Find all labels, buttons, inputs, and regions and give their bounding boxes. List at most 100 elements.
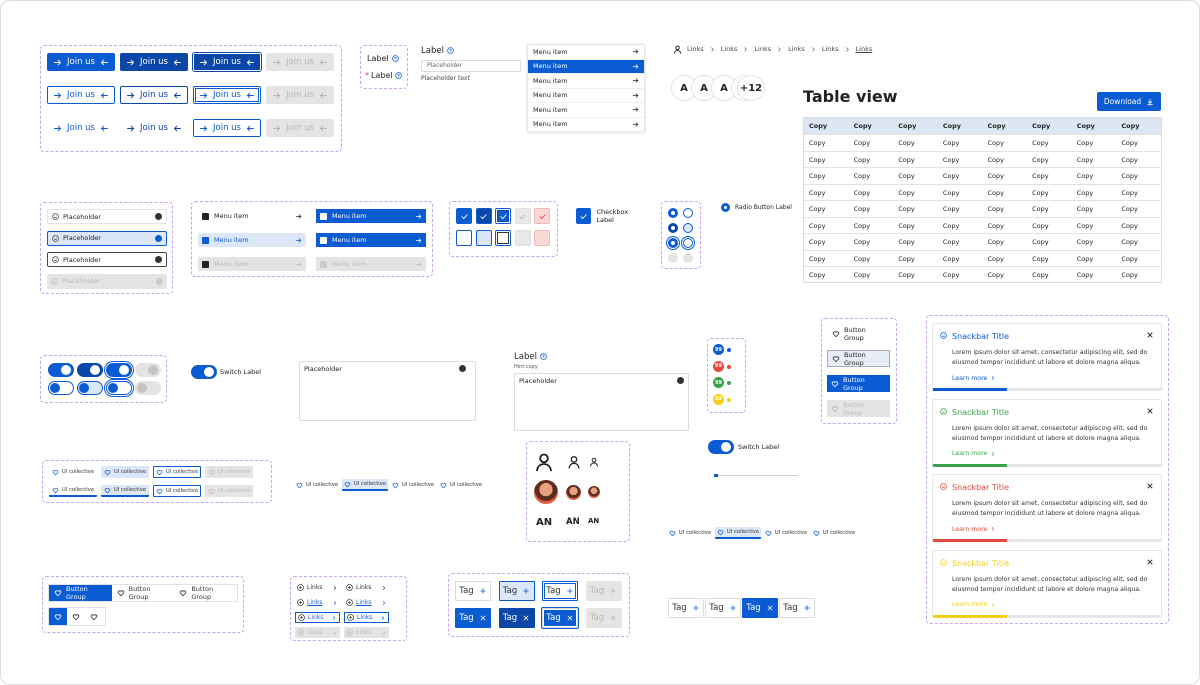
- icon-button[interactable]: [49, 608, 67, 625]
- menu-option[interactable]: Menu item: [528, 103, 644, 118]
- menu-option[interactable]: Menu item: [528, 59, 644, 74]
- slider-fill: [714, 474, 718, 477]
- text-area[interactable]: Placeholder: [299, 361, 476, 421]
- button[interactable]: Join us: [192, 52, 262, 72]
- snackbar-link[interactable]: Learn more: [952, 373, 1012, 383]
- menu-item[interactable]: Menu item: [316, 209, 426, 223]
- tag-label: Tag: [546, 613, 561, 623]
- icon-stroke: [333, 585, 337, 590]
- tab[interactable]: UI collective: [153, 485, 201, 497]
- menu-item: Menu item: [316, 257, 426, 271]
- tab[interactable]: UI collective: [438, 479, 484, 491]
- breadcrumb-link[interactable]: Links: [855, 45, 873, 53]
- button[interactable]: Join us: [47, 86, 115, 104]
- toggle-switch[interactable]: [77, 363, 103, 377]
- tab[interactable]: UI collective: [153, 466, 201, 478]
- snackbar-link[interactable]: Learn more: [952, 524, 1012, 534]
- checkbox-with-label[interactable]: Checkbox Label: [576, 208, 646, 224]
- tag[interactable]: Tag: [705, 598, 741, 618]
- button[interactable]: Join us: [120, 53, 188, 71]
- checkbox[interactable]: [456, 208, 472, 224]
- checkbox[interactable]: [495, 230, 511, 246]
- tab[interactable]: UI collective: [294, 479, 340, 491]
- menu-option[interactable]: Menu item: [528, 45, 644, 60]
- icon-stroke: [52, 234, 59, 242]
- breadcrumb-link[interactable]: Links: [720, 45, 738, 53]
- button[interactable]: Join us: [47, 119, 115, 137]
- tab[interactable]: UI collective: [667, 527, 713, 539]
- radio-with-label[interactable]: Radio Button Label: [721, 202, 801, 212]
- toggle-switch[interactable]: [106, 363, 132, 377]
- snackbar-link[interactable]: Learn more: [952, 449, 1012, 459]
- toggle-switch[interactable]: [191, 365, 217, 379]
- breadcrumb-link[interactable]: Links: [754, 45, 772, 53]
- tag[interactable]: Tag: [668, 598, 704, 618]
- checkbox[interactable]: [475, 230, 492, 246]
- tag[interactable]: Tag: [541, 607, 579, 629]
- tag[interactable]: Tag: [455, 608, 491, 628]
- tab[interactable]: UI collective: [811, 527, 857, 539]
- icon-button[interactable]: [85, 608, 103, 625]
- button[interactable]: Join us: [120, 86, 188, 104]
- tab[interactable]: UI collective: [101, 485, 149, 497]
- tab[interactable]: UI collective: [390, 479, 436, 491]
- checkbox[interactable]: [495, 208, 511, 224]
- toggle-switch[interactable]: [77, 381, 103, 395]
- tab[interactable]: UI collective: [49, 466, 97, 478]
- toggle-switch[interactable]: [708, 440, 734, 454]
- tab[interactable]: UI collective: [49, 485, 97, 497]
- checkbox[interactable]: [475, 208, 492, 224]
- link-item[interactable]: Links: [295, 597, 340, 608]
- menu-option[interactable]: Menu item: [528, 117, 644, 132]
- menu-item[interactable]: Menu item: [198, 209, 306, 223]
- link-icon: [346, 584, 353, 591]
- button[interactable]: Join us: [47, 53, 115, 71]
- menu-option[interactable]: Menu item: [528, 74, 644, 89]
- tag[interactable]: Tag: [498, 608, 535, 628]
- button[interactable]: Join us: [193, 86, 261, 104]
- toggle-switch[interactable]: [48, 381, 74, 395]
- link-item[interactable]: Links: [295, 582, 340, 593]
- text-input[interactable]: Placeholder: [421, 60, 521, 72]
- tag[interactable]: Tag: [455, 581, 491, 601]
- select-field[interactable]: Placeholder: [47, 252, 167, 267]
- checkbox[interactable]: [456, 230, 472, 246]
- tab[interactable]: UI collective: [342, 479, 388, 491]
- group-button[interactable]: Button Group: [827, 350, 890, 367]
- tab[interactable]: UI collective: [715, 527, 761, 539]
- tab[interactable]: UI collective: [101, 466, 149, 478]
- link-item[interactable]: Links: [344, 612, 389, 623]
- group-button[interactable]: Button Group: [827, 375, 890, 392]
- link-item[interactable]: Links: [344, 597, 389, 608]
- group-button[interactable]: Button Group: [827, 325, 890, 342]
- toggle-switch[interactable]: [106, 381, 132, 395]
- breadcrumb-link[interactable]: Links: [687, 45, 704, 53]
- link-item[interactable]: Links: [344, 582, 389, 593]
- group-button[interactable]: Button Group: [174, 585, 238, 601]
- select-field[interactable]: Placeholder: [47, 209, 167, 224]
- tab[interactable]: UI collective: [205, 485, 253, 497]
- snackbar-body: Lorem ipsum dolor sit amet, consectetur …: [952, 424, 1148, 442]
- group-button[interactable]: Button Group: [49, 585, 112, 601]
- select-field[interactable]: Placeholder: [47, 230, 167, 246]
- link-item[interactable]: Links: [295, 612, 340, 623]
- toggle-switch[interactable]: [48, 363, 74, 377]
- menu-option[interactable]: Menu item: [528, 88, 644, 103]
- tag[interactable]: Tag: [498, 581, 535, 601]
- group-button[interactable]: Button Group: [111, 585, 175, 601]
- button[interactable]: Join us: [193, 119, 261, 137]
- tag[interactable]: Tag: [779, 598, 815, 618]
- tag[interactable]: Tag: [742, 598, 778, 618]
- button[interactable]: Join us: [120, 119, 188, 137]
- tab[interactable]: UI collective: [205, 466, 253, 478]
- text-area[interactable]: Placeholder: [514, 373, 689, 431]
- snackbar-link[interactable]: Learn more: [952, 600, 1012, 610]
- menu-item[interactable]: Menu item: [198, 233, 306, 247]
- menu-item[interactable]: Menu item: [316, 233, 426, 247]
- breadcrumb-link[interactable]: Links: [788, 45, 805, 53]
- tag[interactable]: Tag: [542, 581, 578, 601]
- tab[interactable]: UI collective: [763, 527, 809, 539]
- icon-button[interactable]: [67, 608, 85, 625]
- download-button[interactable]: Download: [1097, 92, 1161, 111]
- breadcrumb-link[interactable]: Links: [821, 45, 839, 53]
